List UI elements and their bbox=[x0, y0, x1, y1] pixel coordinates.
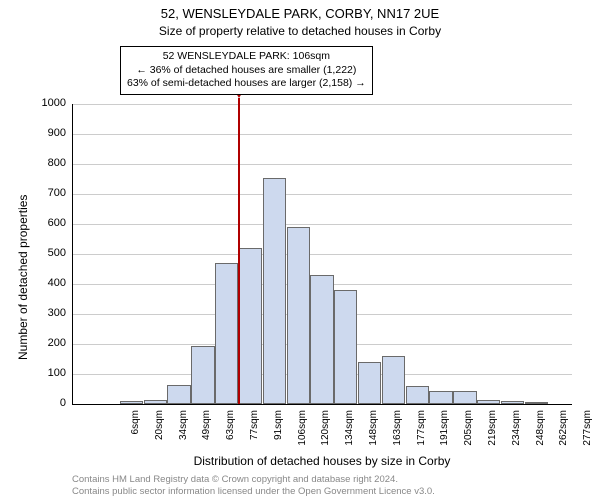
x-tick-label: 277sqm bbox=[582, 410, 593, 460]
histogram-bar bbox=[358, 362, 381, 404]
histogram-bar bbox=[310, 275, 333, 404]
x-tick-label: 120sqm bbox=[320, 410, 331, 460]
gridline bbox=[72, 104, 572, 105]
y-tick-label: 100 bbox=[30, 367, 66, 379]
histogram-bar bbox=[239, 248, 262, 404]
x-tick-label: 234sqm bbox=[511, 410, 522, 460]
x-tick-label: 6sqm bbox=[130, 410, 141, 460]
y-tick-label: 600 bbox=[30, 217, 66, 229]
x-axis bbox=[72, 404, 572, 405]
x-axis-label: Distribution of detached houses by size … bbox=[72, 454, 572, 468]
y-axis bbox=[72, 104, 73, 404]
x-tick-label: 63sqm bbox=[225, 410, 236, 460]
histogram-bar bbox=[453, 391, 476, 405]
x-tick-label: 205sqm bbox=[463, 410, 474, 460]
histogram-bar bbox=[334, 290, 357, 404]
annotation-box: 52 WENSLEYDALE PARK: 106sqm ← 36% of det… bbox=[120, 46, 373, 95]
histogram-bar bbox=[382, 356, 405, 404]
x-tick-label: 34sqm bbox=[178, 410, 189, 460]
y-tick-label: 1000 bbox=[30, 97, 66, 109]
histogram-bar bbox=[287, 227, 310, 404]
x-tick-label: 77sqm bbox=[249, 410, 260, 460]
annotation-line-1: 52 WENSLEYDALE PARK: 106sqm bbox=[127, 50, 366, 64]
x-tick-label: 219sqm bbox=[487, 410, 498, 460]
y-tick-label: 400 bbox=[30, 277, 66, 289]
plot-area: 010020030040050060070080090010006sqm20sq… bbox=[72, 104, 572, 404]
x-tick-label: 262sqm bbox=[558, 410, 569, 460]
y-tick-label: 0 bbox=[30, 397, 66, 409]
gridline bbox=[72, 134, 572, 135]
y-tick-label: 300 bbox=[30, 307, 66, 319]
x-tick-label: 163sqm bbox=[392, 410, 403, 460]
gridline bbox=[72, 254, 572, 255]
histogram-bar bbox=[263, 178, 286, 405]
annotation-line-2: ← 36% of detached houses are smaller (1,… bbox=[127, 64, 366, 78]
x-tick-label: 191sqm bbox=[439, 410, 450, 460]
y-tick-label: 900 bbox=[30, 127, 66, 139]
reference-line bbox=[238, 98, 240, 404]
y-axis-label: Number of detached properties bbox=[16, 60, 30, 360]
histogram-bar bbox=[215, 263, 238, 404]
gridline bbox=[72, 194, 572, 195]
y-tick-label: 200 bbox=[30, 337, 66, 349]
x-tick-label: 20sqm bbox=[154, 410, 165, 460]
histogram-bar bbox=[429, 391, 452, 405]
x-tick-label: 134sqm bbox=[344, 410, 355, 460]
x-tick-label: 148sqm bbox=[368, 410, 379, 460]
histogram-bar bbox=[406, 386, 429, 404]
footer-line-1: Contains HM Land Registry data © Crown c… bbox=[72, 474, 398, 485]
y-tick-label: 500 bbox=[30, 247, 66, 259]
footer-line-2: Contains public sector information licen… bbox=[72, 486, 435, 497]
x-tick-label: 106sqm bbox=[297, 410, 308, 460]
x-tick-label: 49sqm bbox=[201, 410, 212, 460]
histogram-bar bbox=[191, 346, 214, 405]
y-tick-label: 700 bbox=[30, 187, 66, 199]
x-tick-label: 177sqm bbox=[416, 410, 427, 460]
x-tick-label: 248sqm bbox=[535, 410, 546, 460]
page-title: 52, WENSLEYDALE PARK, CORBY, NN17 2UE bbox=[0, 6, 600, 21]
gridline bbox=[72, 164, 572, 165]
chart-container: 52, WENSLEYDALE PARK, CORBY, NN17 2UE Si… bbox=[0, 0, 600, 500]
gridline bbox=[72, 224, 572, 225]
chart-subtitle: Size of property relative to detached ho… bbox=[0, 24, 600, 38]
annotation-line-3: 63% of semi-detached houses are larger (… bbox=[127, 77, 366, 91]
x-tick-label: 91sqm bbox=[273, 410, 284, 460]
y-tick-label: 800 bbox=[30, 157, 66, 169]
histogram-bar bbox=[167, 385, 190, 405]
